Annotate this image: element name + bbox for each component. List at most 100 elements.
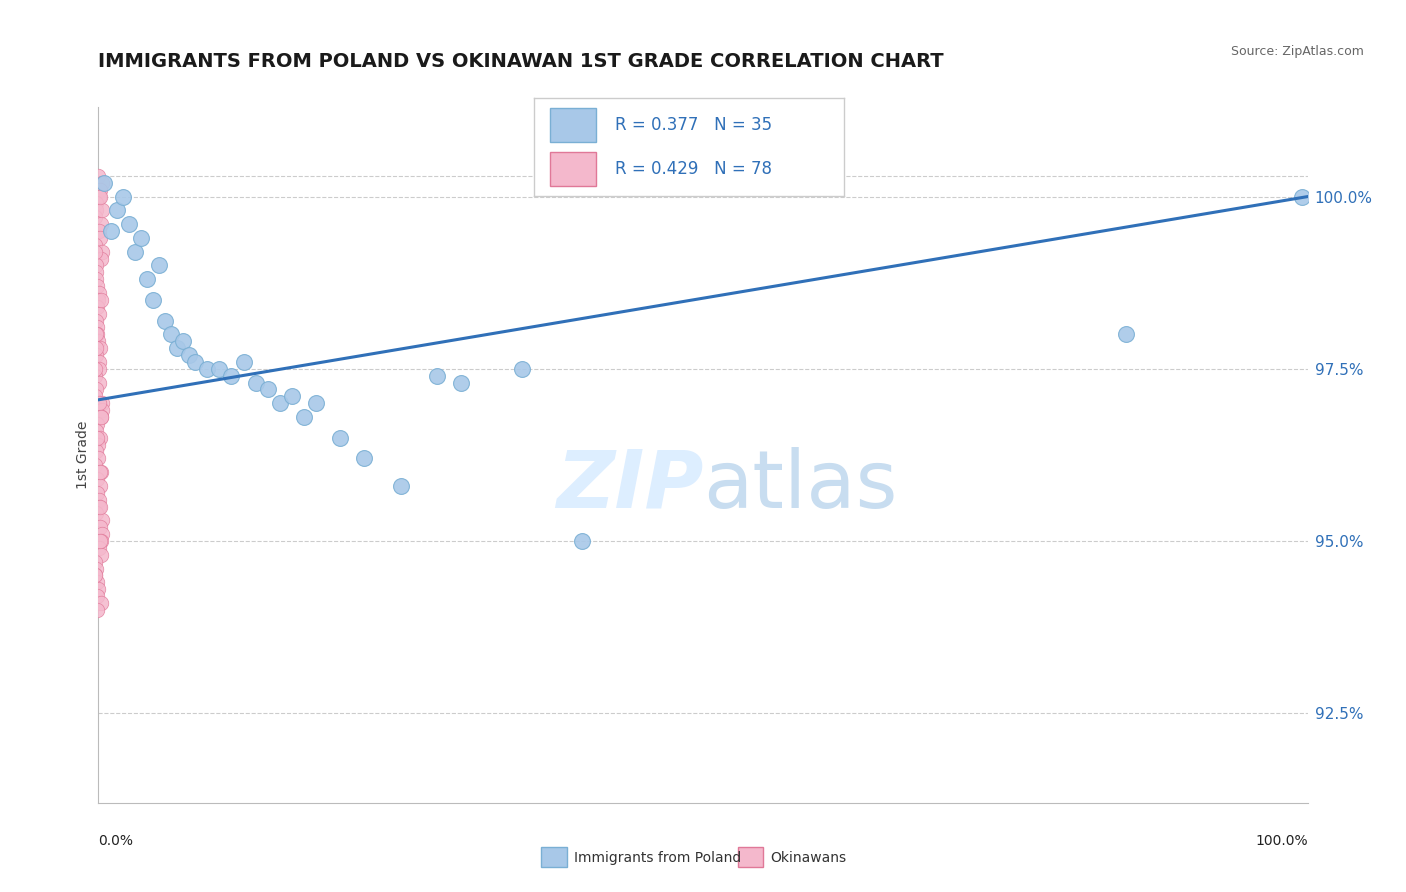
Point (87, 492, 110, 507)
Point (86, 327, 108, 342)
Point (89, 534, 111, 549)
Point (84, 341, 107, 355)
Point (90, 527, 112, 541)
Point (84, 327, 107, 342)
Point (89, 189, 111, 203)
Point (84, 444, 107, 458)
Point (84, 203, 107, 218)
Point (84, 568, 107, 582)
Point (90, 396, 112, 410)
Point (90, 465, 112, 479)
Point (172, 334, 194, 349)
Point (389, 479, 412, 493)
Text: 0.0%: 0.0% (98, 834, 134, 848)
Point (90, 534, 112, 549)
Point (93, 176, 115, 190)
Point (89, 500, 111, 514)
Point (87, 293, 110, 307)
Point (269, 396, 291, 410)
Point (86, 603, 108, 617)
Point (84, 313, 107, 327)
Point (86, 279, 108, 293)
Point (87, 286, 110, 301)
Point (84, 368, 107, 383)
Text: IMMIGRANTS FROM POLAND VS OKINAWAN 1ST GRADE CORRELATION CHART: IMMIGRANTS FROM POLAND VS OKINAWAN 1ST G… (98, 53, 943, 71)
Point (87, 361, 110, 376)
Point (87, 451, 110, 466)
Text: 100.0%: 100.0% (1256, 834, 1308, 848)
Point (87, 500, 110, 514)
Point (179, 348, 201, 362)
Point (89, 376, 111, 390)
Text: Okinawans: Okinawans (770, 851, 846, 865)
Point (100, 224, 122, 238)
FancyBboxPatch shape (550, 108, 596, 142)
Point (90, 410, 112, 425)
Point (89, 307, 111, 321)
Point (221, 368, 243, 383)
Text: R = 0.429   N = 78: R = 0.429 N = 78 (614, 161, 772, 178)
Point (195, 361, 218, 376)
Point (86, 472, 108, 486)
Point (89, 431, 111, 445)
Point (129, 231, 152, 245)
Point (84, 383, 107, 397)
Point (142, 293, 165, 307)
Point (89, 224, 111, 238)
Point (232, 355, 254, 369)
Point (1115, 327, 1137, 342)
Point (292, 410, 315, 425)
Point (86, 431, 108, 445)
Text: Source: ZipAtlas.com: Source: ZipAtlas.com (1230, 45, 1364, 58)
Text: ZIP: ZIP (555, 447, 703, 524)
Point (84, 244, 107, 259)
Point (89, 520, 111, 534)
Point (426, 368, 449, 383)
Point (84, 458, 107, 473)
Point (90, 596, 112, 610)
Point (86, 589, 108, 603)
FancyBboxPatch shape (550, 152, 596, 186)
Point (135, 272, 157, 286)
Point (281, 389, 304, 403)
Point (510, 361, 533, 376)
Point (90, 217, 112, 231)
Point (153, 313, 176, 327)
Point (89, 341, 111, 355)
Point (184, 355, 207, 369)
Point (90, 410, 112, 425)
Point (84, 348, 107, 362)
Point (87, 396, 110, 410)
Point (91, 203, 114, 218)
Point (84, 211, 107, 225)
Point (84, 507, 107, 521)
Point (86, 300, 108, 314)
Point (87, 334, 110, 349)
Point (256, 383, 278, 397)
Point (245, 376, 267, 390)
Point (84, 272, 107, 286)
Point (83, 361, 105, 376)
Point (329, 431, 352, 445)
Point (90, 513, 112, 527)
Point (87, 437, 110, 451)
Text: atlas: atlas (703, 447, 897, 524)
Point (305, 396, 328, 410)
Point (86, 582, 108, 597)
Point (208, 361, 231, 376)
Point (90, 244, 112, 259)
Point (84, 561, 107, 575)
Point (84, 568, 107, 582)
Text: Immigrants from Poland: Immigrants from Poland (574, 851, 741, 865)
Point (89, 189, 111, 203)
Point (90, 403, 112, 417)
Point (84, 555, 107, 569)
Point (86, 417, 108, 431)
Point (89, 231, 111, 245)
Y-axis label: 1st Grade: 1st Grade (76, 421, 90, 489)
Point (89, 541, 111, 555)
Point (571, 534, 593, 549)
Point (86, 485, 108, 500)
Point (118, 217, 141, 231)
Point (89, 465, 111, 479)
